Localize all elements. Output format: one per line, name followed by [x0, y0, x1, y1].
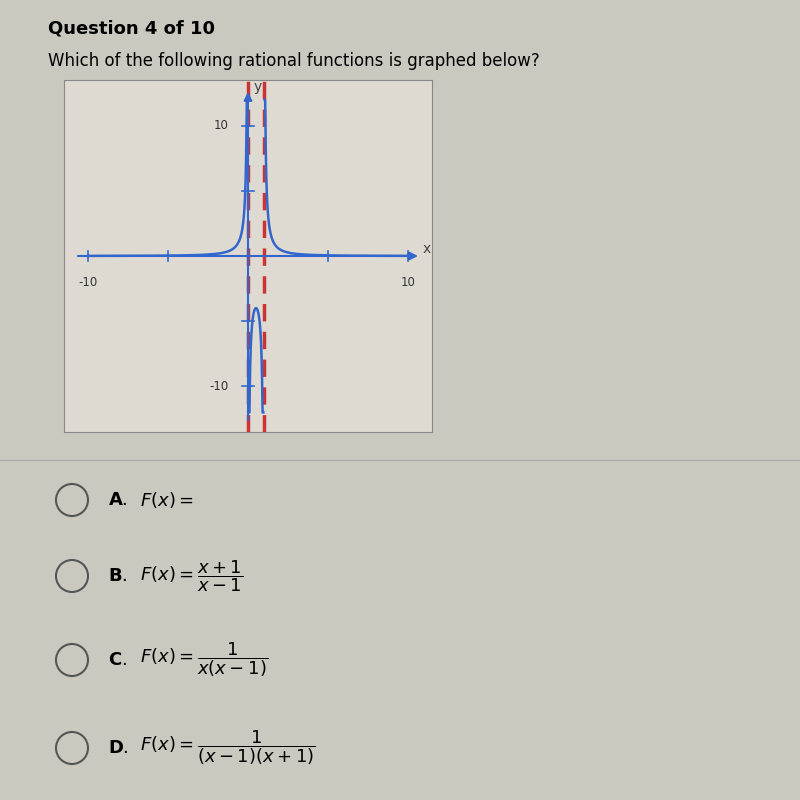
Text: 10: 10 [214, 119, 229, 132]
Text: Which of the following rational functions is graphed below?: Which of the following rational function… [48, 52, 540, 70]
Text: $\bf{C}$.: $\bf{C}$. [108, 651, 127, 669]
Text: x: x [423, 242, 431, 257]
Text: Question 4 of 10: Question 4 of 10 [48, 20, 215, 38]
Text: -10: -10 [210, 380, 229, 393]
Text: $F(x) = \dfrac{1}{x(x-1)}$: $F(x) = \dfrac{1}{x(x-1)}$ [140, 641, 268, 679]
Text: 10: 10 [401, 275, 415, 289]
Text: $F(x) = \dfrac{x+1}{x-1}$: $F(x) = \dfrac{x+1}{x-1}$ [140, 558, 243, 594]
Text: $F(x) =$: $F(x) =$ [140, 490, 194, 510]
Text: -10: -10 [78, 275, 98, 289]
Text: y: y [254, 79, 262, 94]
Text: $\bf{A}$.: $\bf{A}$. [108, 491, 128, 509]
Text: $F(x) = \dfrac{1}{(x-1)(x+1)}$: $F(x) = \dfrac{1}{(x-1)(x+1)}$ [140, 729, 316, 767]
Text: $\bf{D}$.: $\bf{D}$. [108, 739, 129, 757]
Text: $\bf{B}$.: $\bf{B}$. [108, 567, 127, 585]
